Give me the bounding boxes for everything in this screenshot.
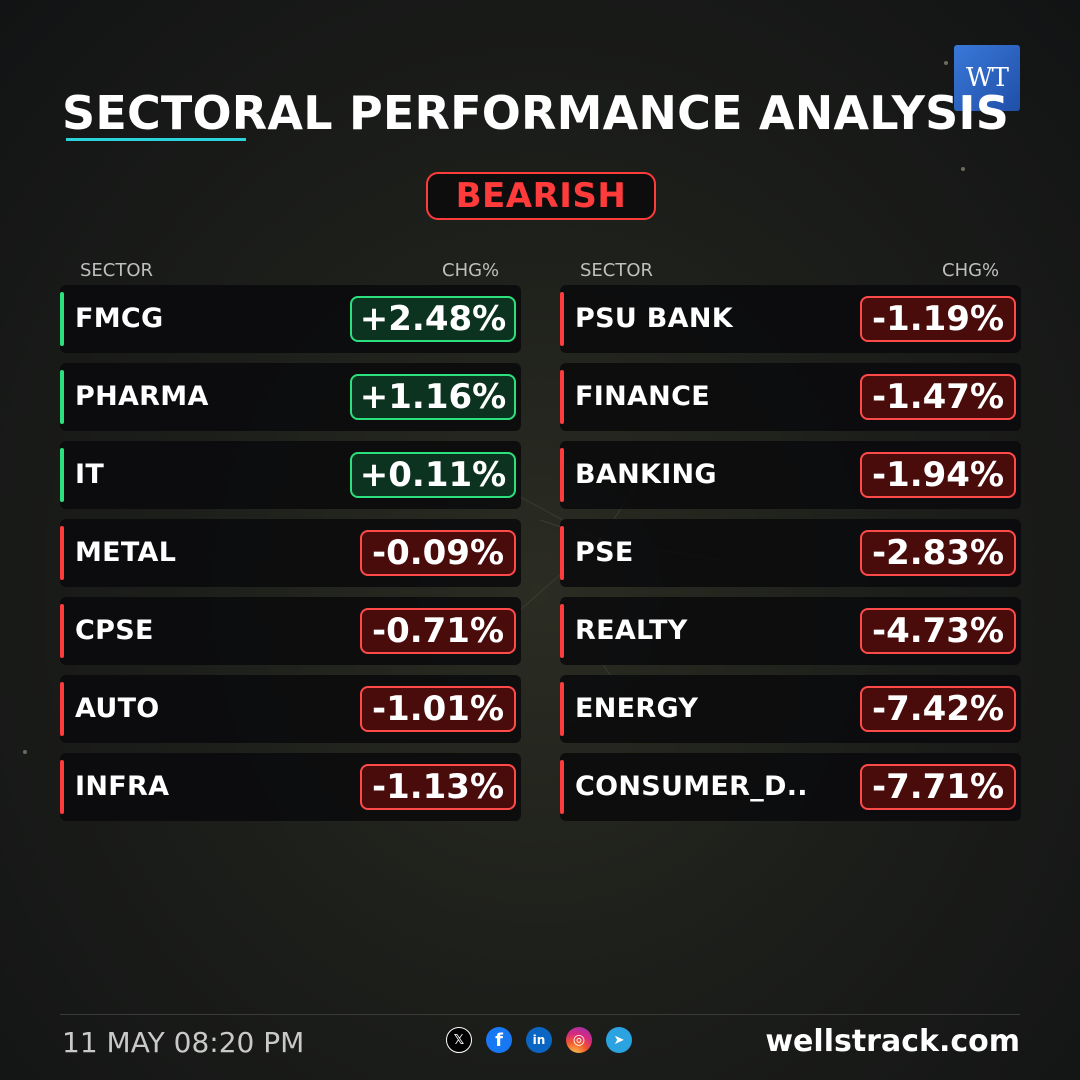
sector-name: FINANCE (575, 381, 710, 412)
negative-indicator-bar (60, 604, 64, 658)
negative-indicator-bar (560, 292, 564, 346)
sector-row: CONSUMER_D.. -7.71% (560, 753, 1021, 821)
facebook-icon[interactable]: f (486, 1027, 512, 1053)
sector-name: INFRA (75, 771, 170, 802)
sector-change-badge: -1.01% (360, 686, 516, 732)
footer-website[interactable]: wellstrack.com (765, 1024, 1020, 1059)
right-chg-header: CHG% (942, 260, 1000, 281)
negative-indicator-bar (560, 448, 564, 502)
sector-name: FMCG (75, 303, 164, 334)
sector-change-badge: +0.11% (350, 452, 516, 498)
sector-name: METAL (75, 537, 177, 568)
sector-change-badge: +2.48% (350, 296, 516, 342)
sector-name: BANKING (575, 459, 717, 490)
logo-text: WT (965, 63, 1009, 93)
positive-indicator-bar (60, 448, 64, 502)
sector-row: ENERGY -7.42% (560, 675, 1021, 743)
sector-row: FMCG +2.48% (60, 285, 521, 353)
footer-datetime: 11 MAY 08:20 PM (62, 1026, 305, 1059)
left-sector-header: SECTOR (80, 260, 154, 281)
sector-change-badge: -0.09% (360, 530, 516, 576)
sector-change-badge: -7.42% (860, 686, 1016, 732)
sector-change-badge: -1.47% (860, 374, 1016, 420)
social-icons: 𝕏 f in ◎ ➤ (446, 1027, 632, 1053)
negative-indicator-bar (60, 760, 64, 814)
sector-name: REALTY (575, 615, 688, 646)
sector-row: BANKING -1.94% (560, 441, 1021, 509)
negative-indicator-bar (560, 370, 564, 424)
wellstrack-logo: WT (954, 45, 1020, 111)
negative-indicator-bar (560, 682, 564, 736)
sector-change-badge: +1.16% (350, 374, 516, 420)
sector-change-badge: -1.94% (860, 452, 1016, 498)
sector-name: PSE (575, 537, 634, 568)
telegram-icon[interactable]: ➤ (606, 1027, 632, 1053)
sector-row: FINANCE -1.47% (560, 363, 1021, 431)
sector-row: METAL -0.09% (60, 519, 521, 587)
page-title: SECTORAL PERFORMANCE ANALYSIS (62, 86, 1010, 140)
sector-name: PSU BANK (575, 303, 733, 334)
sector-change-badge: -4.73% (860, 608, 1016, 654)
instagram-icon[interactable]: ◎ (566, 1027, 592, 1053)
negative-indicator-bar (60, 526, 64, 580)
sector-row: CPSE -0.71% (60, 597, 521, 665)
negative-indicator-bar (60, 682, 64, 736)
right-sector-header: SECTOR (580, 260, 654, 281)
sector-row: IT +0.11% (60, 441, 521, 509)
sector-name: CONSUMER_D.. (575, 771, 808, 802)
sector-name: AUTO (75, 693, 160, 724)
sector-name: IT (75, 459, 105, 490)
sector-name: CPSE (75, 615, 154, 646)
sentiment-badge: BEARISH (426, 172, 656, 220)
sector-row: PSU BANK -1.19% (560, 285, 1021, 353)
negative-indicator-bar (560, 526, 564, 580)
sector-row: PSE -2.83% (560, 519, 1021, 587)
negative-indicator-bar (560, 604, 564, 658)
sector-name: PHARMA (75, 381, 209, 412)
footer-divider (60, 1014, 1020, 1015)
sector-change-badge: -1.19% (860, 296, 1016, 342)
negative-indicator-bar (560, 760, 564, 814)
x-icon[interactable]: 𝕏 (446, 1027, 472, 1053)
sector-row: INFRA -1.13% (60, 753, 521, 821)
positive-indicator-bar (60, 292, 64, 346)
sector-change-badge: -7.71% (860, 764, 1016, 810)
sector-row: PHARMA +1.16% (60, 363, 521, 431)
sector-row: REALTY -4.73% (560, 597, 1021, 665)
sector-name: ENERGY (575, 693, 699, 724)
left-chg-header: CHG% (442, 260, 500, 281)
positive-indicator-bar (60, 370, 64, 424)
linkedin-icon[interactable]: in (526, 1027, 552, 1053)
sector-change-badge: -0.71% (360, 608, 516, 654)
sector-row: AUTO -1.01% (60, 675, 521, 743)
sector-change-badge: -1.13% (360, 764, 516, 810)
title-underline (66, 138, 246, 141)
sector-change-badge: -2.83% (860, 530, 1016, 576)
